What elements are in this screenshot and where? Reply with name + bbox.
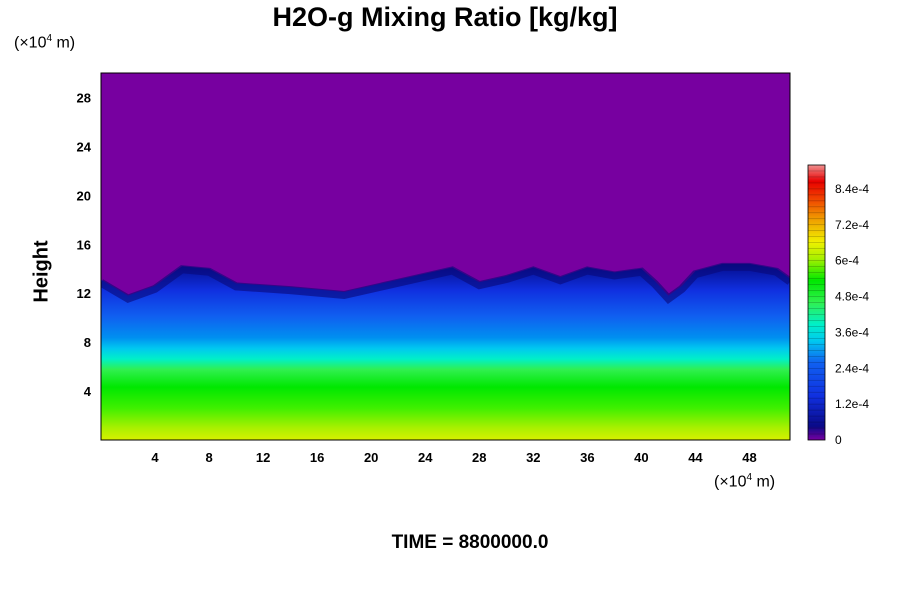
colorbar-gradient: [807, 164, 826, 441]
x-tick-label: 4: [151, 450, 159, 465]
x-tick-label: 8: [205, 450, 212, 465]
colorbar-tick-label: 3.6e-4: [835, 325, 869, 339]
x-axis-unit: (×104 m): [714, 472, 776, 491]
chart-title: H2O-g Mixing Ratio [kg/kg]: [272, 2, 618, 32]
y-tick-label: 16: [77, 237, 91, 252]
x-tick-label: 12: [256, 450, 270, 465]
x-tick-label: 16: [310, 450, 324, 465]
plot-frame: [100, 72, 791, 441]
y-tick-label: 8: [84, 335, 91, 350]
y-axis-unit: (×104 m): [14, 33, 76, 52]
y-tick-label: 12: [77, 286, 91, 301]
colorbar-tick-label: 4.8e-4: [835, 290, 869, 304]
colorbar: 0 1.2e-4 2.4e-4 3.6e-4 4.8e-4 6e-4 7.2e-4 8.4e-…: [807, 164, 869, 447]
colorbar-tick-label: 2.4e-4: [835, 361, 869, 375]
x-tick-label: 40: [634, 450, 648, 465]
x-tick-label: 28: [472, 450, 486, 465]
y-tick-label: 20: [77, 188, 91, 203]
colorbar-tick-label: 0: [835, 433, 842, 447]
x-tick-label: 44: [688, 450, 703, 465]
x-tick-label: 36: [580, 450, 594, 465]
colorbar-tick-label: 1.2e-4: [835, 397, 869, 411]
y-tick-label: 28: [77, 90, 91, 105]
plot-area: [100, 72, 791, 441]
colorbar-tick-label: 6e-4: [835, 254, 859, 268]
x-tick-label: 20: [364, 450, 378, 465]
colorbar-tick-label: 7.2e-4: [835, 218, 869, 232]
moist-layer-top-band: [101, 262, 790, 304]
x-tick-label: 24: [418, 450, 433, 465]
y-tick-label: 24: [77, 139, 92, 154]
x-tick-label: 48: [742, 450, 756, 465]
time-label: TIME = 8800000.0: [391, 532, 549, 553]
y-tick-label: 4: [84, 384, 92, 399]
moist-layer: [101, 263, 790, 440]
x-tick-labels: 4 8 12 16 20 24 28 32 36 40 44 48: [151, 450, 756, 465]
colorbar-tick-label: 8.4e-4: [835, 182, 869, 196]
x-tick-label: 32: [526, 450, 540, 465]
y-tick-labels: 4 8 12 16 20 24 28: [77, 90, 92, 399]
